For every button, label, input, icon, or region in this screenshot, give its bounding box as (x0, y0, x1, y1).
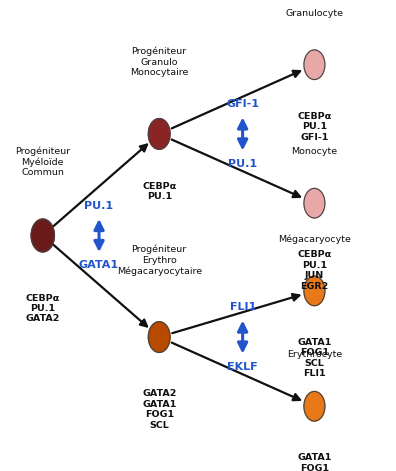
Text: CEBPα
PU.1
GATA2: CEBPα PU.1 GATA2 (26, 293, 60, 323)
Text: GATA2
GATA1
FOG1
SCL: GATA2 GATA1 FOG1 SCL (142, 390, 176, 430)
Text: Monocyte: Monocyte (291, 147, 337, 156)
Ellipse shape (304, 50, 325, 80)
Text: Granulocyte: Granulocyte (286, 8, 343, 17)
Text: CEBPα
PU.1: CEBPα PU.1 (142, 182, 176, 201)
Text: Progéniteur
Erythro
Mégacaryocytaire: Progéniteur Erythro Mégacaryocytaire (117, 244, 202, 276)
Text: Erythrocyte: Erythrocyte (287, 350, 342, 359)
Text: Progéniteur
Granulo
Monocytaire: Progéniteur Granulo Monocytaire (130, 47, 188, 77)
Text: GATA1: GATA1 (79, 260, 119, 270)
Text: Progéniteur
Myéloïde
Commun: Progéniteur Myéloïde Commun (15, 146, 70, 178)
Text: Mégacaryocyte: Mégacaryocyte (278, 234, 351, 244)
Ellipse shape (304, 391, 325, 421)
Ellipse shape (148, 119, 170, 149)
Ellipse shape (31, 219, 54, 252)
Text: GFI-1: GFI-1 (226, 99, 259, 109)
Ellipse shape (148, 322, 170, 352)
Text: CEBPα
PU.1
GFI-1: CEBPα PU.1 GFI-1 (297, 112, 331, 142)
Text: CEBPα
PU.1
JUN
EGR2: CEBPα PU.1 JUN EGR2 (297, 250, 331, 291)
Text: GATA1
FOG1
SCL
FLI1: GATA1 FOG1 SCL FLI1 (297, 338, 331, 378)
Ellipse shape (304, 188, 325, 218)
Text: EKLF: EKLF (227, 362, 258, 372)
Text: FLI1: FLI1 (230, 302, 256, 312)
Text: PU.1: PU.1 (228, 159, 257, 169)
Text: GATA1
FOG1
SCL
EKLF: GATA1 FOG1 SCL EKLF (297, 454, 331, 471)
Text: PU.1: PU.1 (84, 201, 114, 211)
Ellipse shape (304, 276, 325, 306)
